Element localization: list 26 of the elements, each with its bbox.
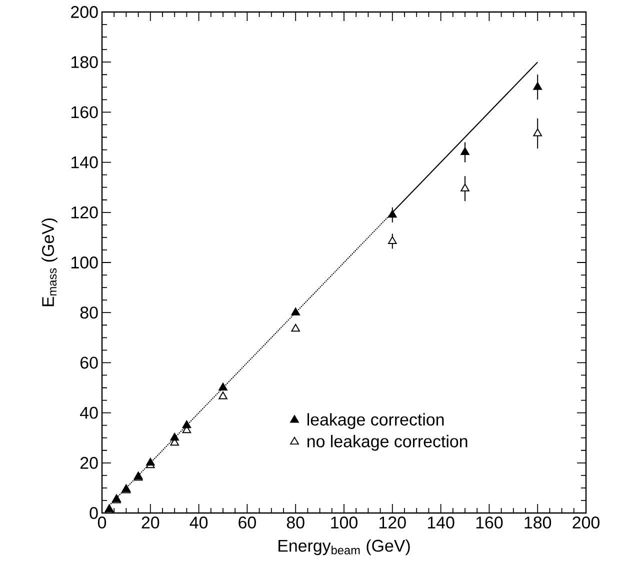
y-tick-label: 200 — [71, 6, 98, 18]
x-tick-label: 140 — [428, 516, 454, 529]
y-tick-label: 100 — [72, 256, 98, 268]
x-tick-label: 180 — [524, 516, 552, 529]
x-tick-label: 120 — [380, 516, 406, 529]
y-tick-label: 80 — [80, 306, 98, 319]
x-tick-label: 40 — [190, 516, 208, 529]
x-tick-label: 200 — [572, 516, 600, 529]
x-tick-label: 80 — [286, 516, 304, 529]
legend-label: leakage correction — [308, 413, 444, 429]
y-tick-label: 160 — [72, 106, 98, 118]
x-tick-label: 0 — [98, 516, 106, 529]
y-tick-label: 20 — [80, 456, 98, 469]
y-tick-label: 60 — [80, 356, 98, 369]
y-tick-label: 140 — [72, 156, 98, 168]
x-axis-title: Energy$_{beam}$ (GeV) — [278, 539, 410, 556]
x-tick-label: 100 — [331, 516, 358, 529]
y-axis-title: E$_{mass}$ (GeV) — [42, 218, 58, 306]
y-tick-label: 0 — [90, 507, 98, 519]
x-tick-label: 160 — [476, 516, 503, 529]
y-tick-label: 180 — [72, 56, 98, 68]
y-tick-label: 40 — [80, 406, 98, 419]
legend-label: no leakage correction — [308, 434, 468, 451]
y-tick-label: 120 — [72, 206, 98, 218]
x-tick-label: 20 — [142, 516, 160, 529]
x-tick-label: 60 — [238, 516, 256, 529]
